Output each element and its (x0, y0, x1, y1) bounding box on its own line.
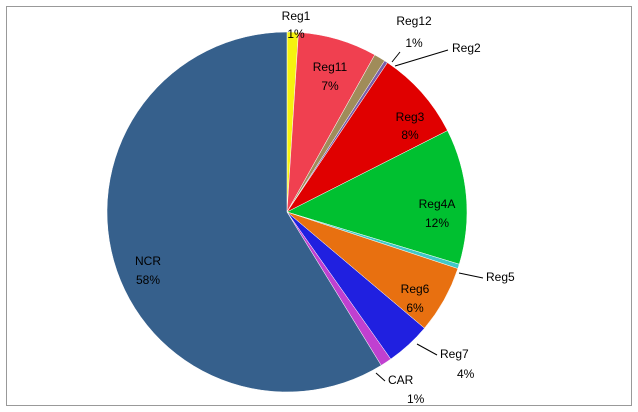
leader-line (416, 343, 438, 356)
leader-line (394, 49, 449, 67)
value-label: 6% (406, 301, 424, 315)
pie-slice (286, 62, 448, 213)
slice-label: Reg11 (313, 60, 348, 74)
slice-label: Reg1 (282, 9, 311, 23)
value-label: 12% (425, 216, 449, 230)
slice-label: Reg3 (396, 110, 425, 124)
leader-line (458, 272, 484, 279)
slice-label: Reg2 (452, 41, 481, 55)
value-label: 7% (321, 79, 339, 93)
value-label: 1% (405, 36, 423, 50)
value-label: 58% (136, 273, 160, 287)
slice-label: Reg7 (440, 347, 469, 361)
leader-line (375, 372, 386, 382)
slice-label: Reg6 (401, 282, 430, 296)
slice-label: Reg4A (419, 197, 456, 211)
leader-line (391, 51, 401, 63)
value-label: 1% (407, 392, 425, 406)
slice-label: CAR (388, 373, 414, 387)
value-label: 8% (401, 128, 419, 142)
pie-slice (106, 31, 382, 393)
slice-label: Reg5 (486, 270, 515, 284)
slice-label: Reg12 (396, 14, 432, 28)
value-label: 4% (457, 367, 475, 381)
pie-slice (286, 130, 468, 265)
value-label: 1% (287, 27, 305, 41)
slice-label: NCR (135, 254, 161, 268)
